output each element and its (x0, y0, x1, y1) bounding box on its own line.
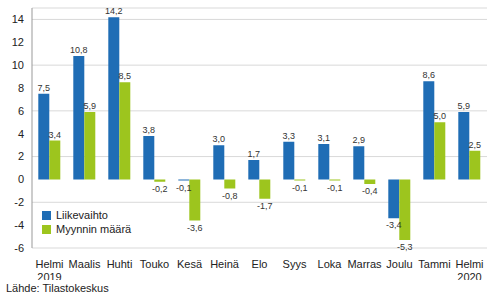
svg-text:Joulu: Joulu (386, 258, 412, 270)
svg-text:3,0: 3,0 (213, 134, 226, 144)
svg-text:-2: -2 (14, 196, 24, 208)
svg-text:-3,4: -3,4 (386, 220, 402, 230)
html-text:Myynnin määrä: Myynnin määrä (56, 223, 132, 235)
svg-text:2: 2 (18, 150, 24, 162)
svg-text:5,9: 5,9 (84, 101, 97, 111)
html-text:Liikevaihto: Liikevaihto (56, 209, 108, 221)
svg-text:4: 4 (18, 128, 24, 140)
svg-text:2,9: 2,9 (353, 135, 366, 145)
svg-text:Helmi: Helmi (455, 258, 483, 270)
svg-text:-0,1: -0,1 (292, 183, 308, 193)
svg-text:2019: 2019 (37, 271, 61, 280)
svg-text:-0,2: -0,2 (152, 184, 168, 194)
svg-text:8,5: 8,5 (119, 71, 132, 81)
svg-text:Loka: Loka (318, 258, 343, 270)
svg-text:14: 14 (12, 13, 24, 25)
svg-text:Kesä: Kesä (177, 258, 203, 270)
svg-text:10: 10 (12, 59, 24, 71)
svg-text:1,7: 1,7 (248, 149, 261, 159)
html-text:Lähde: Tilastokeskus: Lähde: Tilastokeskus (6, 282, 109, 294)
svg-text:3,4: 3,4 (49, 130, 62, 140)
svg-text:Touko: Touko (140, 258, 169, 270)
svg-text:Heinä: Heinä (210, 258, 240, 270)
svg-text:Syys: Syys (283, 258, 307, 270)
svg-text:5,0: 5,0 (434, 111, 447, 121)
svg-text:Maalis: Maalis (69, 258, 101, 270)
svg-text:5,9: 5,9 (458, 101, 471, 111)
svg-text:-0,1: -0,1 (176, 183, 192, 193)
svg-text:2020: 2020 (457, 271, 481, 280)
svg-text:-0,8: -0,8 (222, 191, 238, 201)
svg-text:Elo: Elo (252, 258, 268, 270)
svg-text:8: 8 (18, 82, 24, 94)
svg-text:Helmi: Helmi (35, 258, 63, 270)
svg-text:7,5: 7,5 (38, 83, 51, 93)
svg-text:3,1: 3,1 (318, 133, 331, 143)
svg-text:-3,6: -3,6 (187, 223, 203, 233)
svg-text:6: 6 (18, 105, 24, 117)
svg-text:2,5: 2,5 (469, 140, 482, 150)
svg-text:Marras: Marras (347, 258, 382, 270)
svg-text:8,6: 8,6 (423, 70, 436, 80)
svg-text:-1,7: -1,7 (257, 201, 273, 211)
svg-text:12: 12 (12, 36, 24, 48)
svg-text:14,2: 14,2 (105, 6, 123, 16)
svg-text:3,8: 3,8 (143, 125, 156, 135)
svg-text:10,8: 10,8 (70, 45, 88, 55)
svg-text:-0,4: -0,4 (362, 186, 378, 196)
svg-text:3,3: 3,3 (283, 131, 296, 141)
svg-text:-5,3: -5,3 (397, 242, 413, 252)
svg-text:Huhti: Huhti (107, 258, 133, 270)
svg-text:-0,1: -0,1 (327, 183, 343, 193)
svg-text:-6: -6 (14, 242, 24, 254)
svg-text:Tammi: Tammi (418, 258, 450, 270)
svg-text:0: 0 (18, 173, 24, 185)
svg-text:-4: -4 (14, 219, 24, 231)
